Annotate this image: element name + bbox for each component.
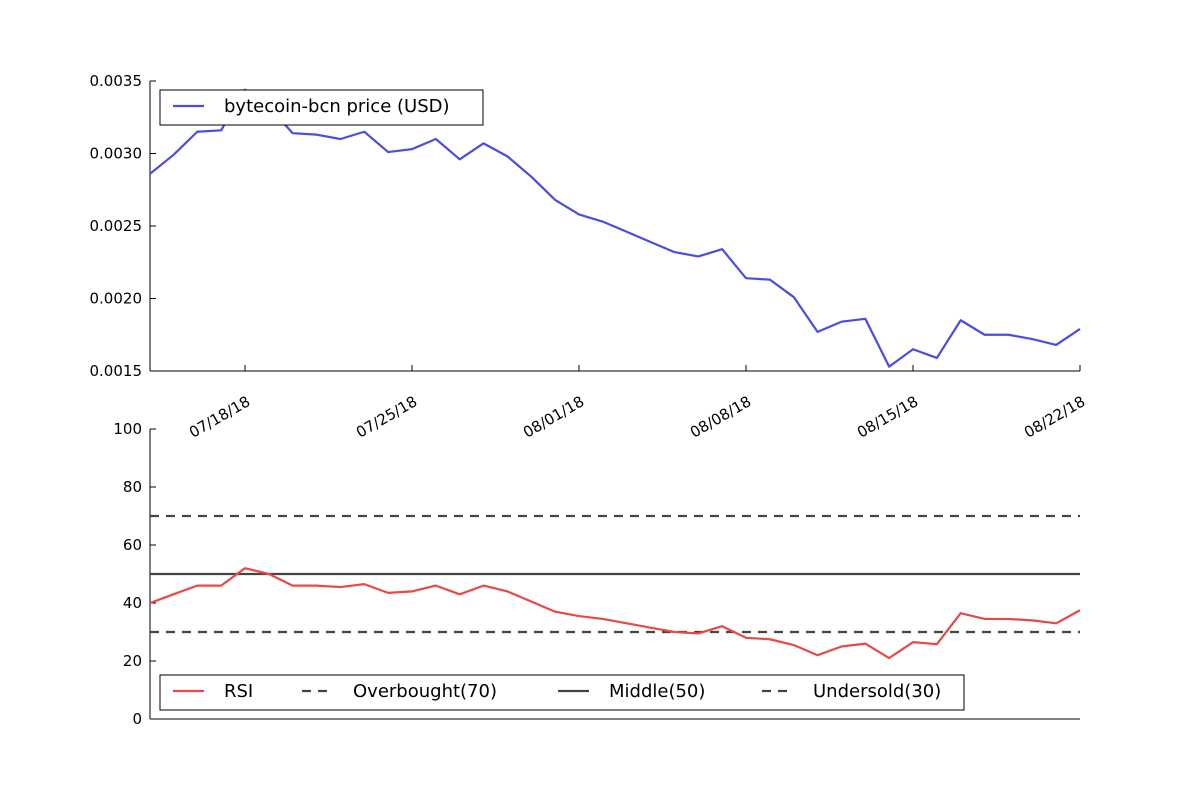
x-tick-label: 08/22/18 bbox=[1021, 392, 1088, 441]
x-tick-label: 07/18/18 bbox=[186, 392, 253, 441]
rsi-legend-box bbox=[159, 674, 965, 711]
price-legend-label: bytecoin-bcn price (USD) bbox=[224, 96, 450, 117]
price-legend-box bbox=[159, 89, 484, 126]
price-y-tick-label: 0.0030 bbox=[90, 145, 143, 163]
price-y-tick-label: 0.0035 bbox=[90, 72, 143, 90]
rsi-legend-label: Overbought(70) bbox=[353, 681, 497, 702]
x-tick-label: 08/08/18 bbox=[687, 392, 754, 441]
x-tick-label: 07/25/18 bbox=[353, 392, 420, 441]
rsi-legend: RSI Overbought(70) Middle(50) Undersold(30) bbox=[159, 674, 965, 711]
x-tick-label: 08/15/18 bbox=[854, 392, 921, 441]
rsi-legend-label: Middle(50) bbox=[609, 681, 705, 702]
rsi-series-line bbox=[149, 567, 1081, 660]
x-axis-ticks: 07/18/18 07/25/18 08/01/18 08/08/18 08/15/18… bbox=[186, 365, 1088, 442]
rsi-legend-label: Undersold(30) bbox=[813, 681, 941, 702]
price-legend: bytecoin-bcn price (USD) bbox=[159, 89, 484, 126]
x-tick-label: 08/01/18 bbox=[520, 392, 587, 441]
rsi-y-tick-label: 0 bbox=[132, 710, 142, 728]
rsi-y-tick-label: 20 bbox=[123, 652, 142, 670]
rsi-y-tick-label: 80 bbox=[123, 478, 142, 496]
rsi-panel: 0 20 40 60 80 100 bbox=[113, 420, 1081, 728]
price-panel: 0.0015 0.0020 0.0025 0.0030 0.0035 bbox=[90, 72, 1081, 380]
rsi-y-tick-label: 60 bbox=[123, 536, 142, 554]
rsi-y-tick-label: 100 bbox=[113, 420, 142, 438]
rsi-legend-label: RSI bbox=[224, 681, 253, 702]
price-y-tick-label: 0.0020 bbox=[90, 290, 143, 308]
price-y-tick-label: 0.0015 bbox=[90, 362, 143, 380]
price-y-tick-label: 0.0025 bbox=[90, 217, 143, 235]
price-series-line bbox=[149, 88, 1081, 368]
rsi-y-tick-label: 40 bbox=[123, 594, 142, 612]
